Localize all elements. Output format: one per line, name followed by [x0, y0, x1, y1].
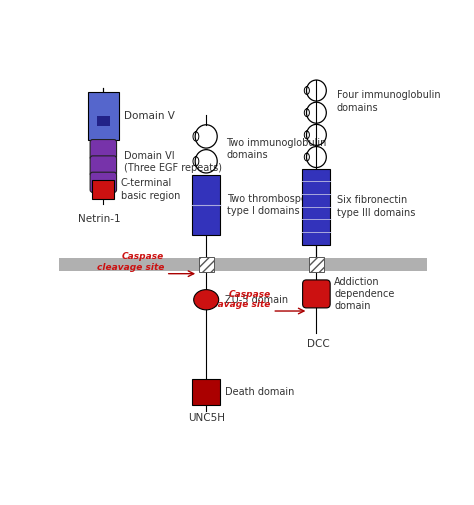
Text: Domain V: Domain V [124, 111, 174, 121]
Ellipse shape [194, 290, 219, 310]
Bar [309, 257, 324, 272]
FancyBboxPatch shape [302, 280, 330, 308]
Text: Two immunoglobulin
domains: Two immunoglobulin domains [227, 138, 327, 160]
Text: Domain VI
(Three EGF repeats): Domain VI (Three EGF repeats) [124, 150, 221, 173]
Bar [192, 379, 220, 405]
Text: Caspase
cleavage site: Caspase cleavage site [203, 290, 271, 309]
Text: DCC: DCC [307, 339, 329, 348]
Bar [192, 175, 220, 235]
Text: Caspase
cleavage site: Caspase cleavage site [97, 252, 164, 272]
Text: Death domain: Death domain [225, 387, 295, 397]
Text: C-terminal
basic region: C-terminal basic region [121, 178, 180, 200]
FancyBboxPatch shape [90, 172, 117, 192]
Text: UNC5H: UNC5H [188, 413, 225, 423]
Bar [199, 257, 213, 272]
Text: Netrin-1: Netrin-1 [78, 214, 121, 224]
FancyBboxPatch shape [90, 139, 117, 160]
Bar [97, 116, 110, 126]
Bar [59, 258, 427, 271]
Bar [302, 169, 330, 244]
Bar [92, 180, 114, 198]
Text: Six fibronectin
type III domains: Six fibronectin type III domains [337, 195, 415, 218]
FancyBboxPatch shape [90, 156, 117, 176]
Text: Four immunoglobulin
domains: Four immunoglobulin domains [337, 90, 440, 113]
Text: Two thrombospondin
type I domains: Two thrombospondin type I domains [228, 194, 329, 216]
Text: Addiction
dependence
domain: Addiction dependence domain [334, 277, 394, 311]
Text: ZU-5 domain: ZU-5 domain [225, 295, 288, 305]
Bar [88, 92, 119, 140]
